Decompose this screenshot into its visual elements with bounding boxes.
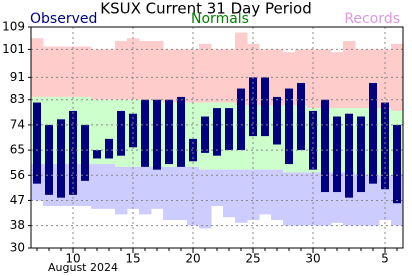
record-high-band <box>187 49 200 103</box>
record-low-band <box>199 169 212 229</box>
observed-bar <box>237 88 245 151</box>
normal-band <box>91 99 104 165</box>
x-tick-label: 25 <box>245 252 260 266</box>
observed-bar <box>201 116 209 153</box>
record-high-band <box>163 49 176 103</box>
record-low-band <box>151 166 164 209</box>
record-high-band <box>331 52 344 109</box>
legend-entry: Normals <box>191 11 249 27</box>
record-high-band <box>319 49 332 109</box>
observed-bar <box>57 119 65 198</box>
record-high-band <box>223 49 236 103</box>
y-tick-label: 109 <box>2 20 25 34</box>
record-high-band <box>67 46 80 97</box>
record-high-band <box>79 46 92 97</box>
record-low-band <box>103 164 116 209</box>
legend-entry: Observed <box>30 11 97 27</box>
x-tick-label: 30 <box>305 252 320 266</box>
record-low-band <box>163 166 176 221</box>
observed-bar <box>129 113 137 148</box>
y-tick-label: 101 <box>2 42 25 56</box>
y-tick-label: 38 <box>10 218 25 232</box>
observed-bar <box>345 113 353 198</box>
observed-bar <box>297 82 305 151</box>
observed-bar <box>321 99 329 193</box>
record-low-band <box>187 166 200 226</box>
observed-bar <box>105 138 113 159</box>
observed-bar <box>177 96 185 167</box>
observed-bar <box>225 108 233 151</box>
record-low-band <box>247 169 260 221</box>
observed-bar <box>333 116 341 193</box>
record-high-band <box>175 49 188 103</box>
record-high-band <box>43 46 56 97</box>
chart-title: KSUX Current 31 Day Period <box>100 0 312 18</box>
observed-bar <box>273 96 281 145</box>
record-low-band <box>271 169 284 221</box>
x-tick-label: 5 <box>381 252 389 266</box>
y-tick-label: 83 <box>10 92 25 106</box>
observed-bar <box>33 102 41 184</box>
x-tick-label: 15 <box>125 252 140 266</box>
y-tick-label: 47 <box>10 193 25 207</box>
observed-bar <box>117 110 125 156</box>
record-low-band <box>211 169 224 207</box>
observed-bar <box>45 124 53 195</box>
record-high-band <box>139 40 152 100</box>
record-low-band <box>139 166 152 215</box>
observed-bar <box>165 99 173 165</box>
record-high-band <box>91 49 104 100</box>
observed-bar <box>369 82 377 184</box>
record-high-band <box>235 32 248 106</box>
observed-bar <box>357 116 365 193</box>
x-axis-label: August 2024 <box>48 261 118 274</box>
y-tick-label: 30 <box>10 241 25 255</box>
record-low-band <box>115 166 128 215</box>
record-high-band <box>55 46 68 97</box>
observed-bar <box>381 102 389 190</box>
y-tick-label: 56 <box>10 168 25 182</box>
record-low-band <box>307 172 320 226</box>
record-high-band <box>151 40 164 100</box>
x-tick-label: 20 <box>185 252 200 266</box>
record-high-band <box>31 38 44 97</box>
y-tick-label: 91 <box>10 70 25 84</box>
record-low-band <box>175 166 188 221</box>
record-low-band <box>283 172 296 226</box>
record-low-band <box>223 169 236 218</box>
record-low-band <box>295 172 308 226</box>
y-tick-label: 65 <box>10 143 25 157</box>
observed-bar <box>249 77 257 137</box>
y-tick-label: 74 <box>10 117 25 131</box>
record-high-band <box>355 49 368 109</box>
record-low-band <box>235 169 248 223</box>
observed-bar <box>393 124 401 204</box>
observed-bar <box>141 99 149 167</box>
observed-bar <box>261 77 269 137</box>
observed-bar <box>93 150 101 159</box>
record-low-band <box>91 164 104 209</box>
record-high-band <box>115 40 128 100</box>
record-high-band <box>199 43 212 103</box>
record-low-band <box>259 169 272 215</box>
observed-bar <box>285 88 293 165</box>
plot-frame <box>30 26 404 249</box>
record-high-band <box>211 49 224 103</box>
record-high-band <box>343 40 356 109</box>
observed-bar <box>213 108 221 156</box>
record-high-band <box>103 49 116 100</box>
observed-bar <box>153 99 161 170</box>
legend-entry: Records <box>344 11 400 27</box>
observed-bar <box>81 124 89 181</box>
observed-bar <box>309 110 317 170</box>
x-tick-label: 10 <box>65 252 80 266</box>
record-low-band <box>367 175 380 226</box>
